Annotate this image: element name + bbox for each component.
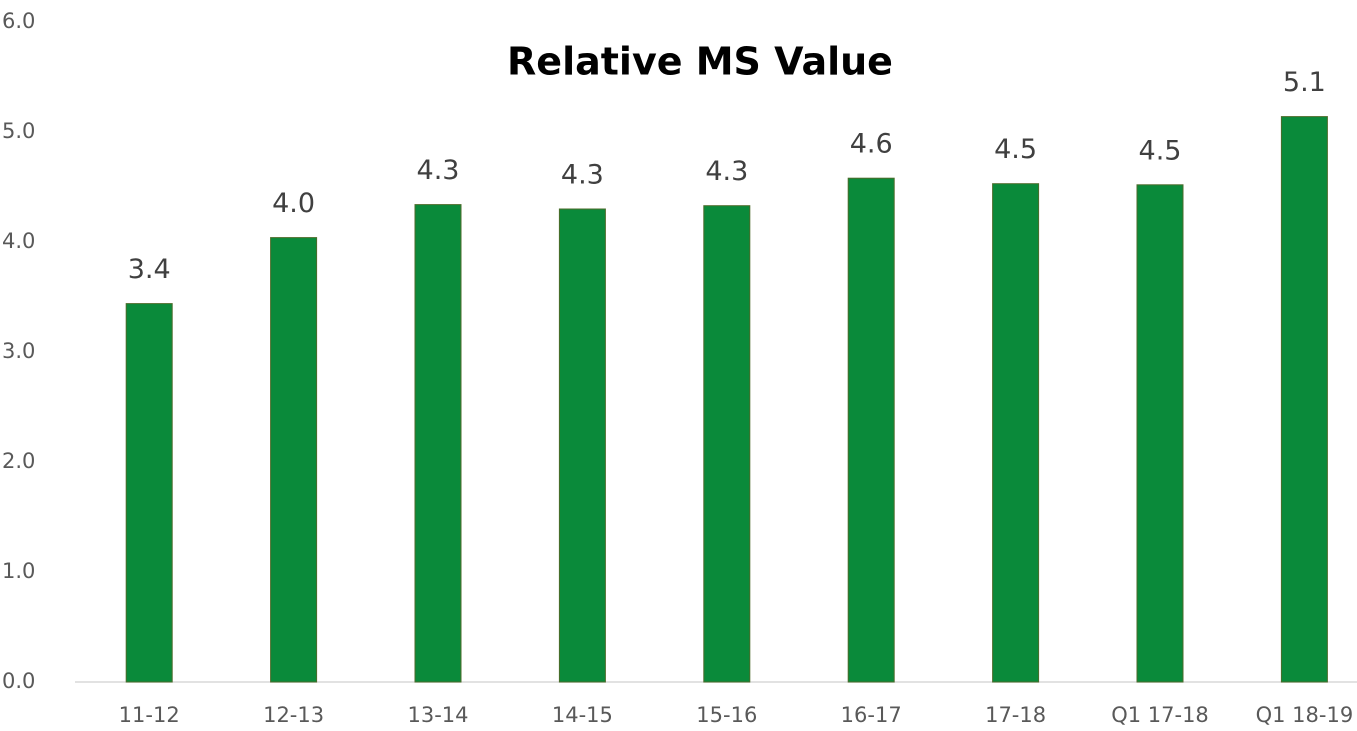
y-tick-label: 0.0 [2,669,35,693]
value-label: 4.0 [272,188,315,219]
x-tick-label: Q1 18-19 [1256,703,1354,727]
y-tick-label: 2.0 [2,449,35,473]
x-tick-label: 12-13 [263,703,324,727]
y-tick-label: 1.0 [2,559,35,583]
value-label: 4.5 [1139,135,1182,166]
bar [847,177,895,683]
bar [1136,184,1184,683]
bar [270,237,318,683]
x-tick-label: 17-18 [985,703,1046,727]
value-label: 4.5 [994,134,1037,165]
x-tick-label: 11-12 [119,703,180,727]
x-tick-label: 15-16 [696,703,757,727]
bar [703,205,751,683]
x-tick-label: 14-15 [552,703,613,727]
x-tick-label: 13-14 [407,703,468,727]
y-tick-label: 3.0 [2,339,35,363]
value-label: 4.3 [417,155,460,186]
value-label: 4.3 [705,156,748,187]
value-label: 3.4 [128,254,171,285]
y-tick-label: 4.0 [2,229,35,253]
bar [414,204,462,683]
bar [558,208,606,683]
value-label: 4.6 [850,129,893,160]
y-tick-label: 6.0 [2,9,35,33]
x-tick-label: Q1 17-18 [1111,703,1209,727]
chart-title: Relative MS Value [507,40,893,84]
bar [992,183,1040,683]
bar [1280,116,1328,683]
x-tick-label: 16-17 [841,703,902,727]
value-label: 4.3 [561,160,604,191]
value-label: 5.1 [1283,67,1326,98]
bar [125,303,173,683]
y-tick-label: 5.0 [2,119,35,143]
